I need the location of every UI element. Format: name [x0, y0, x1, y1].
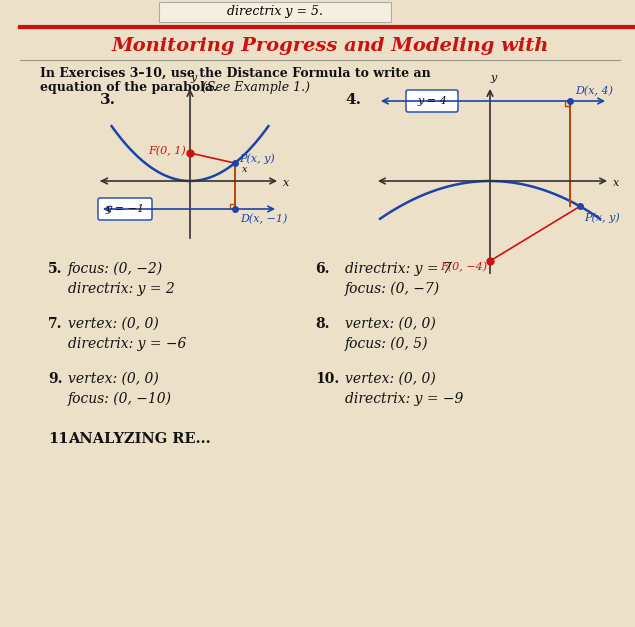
Text: vertex: (0, 0): vertex: (0, 0) — [345, 317, 436, 331]
FancyBboxPatch shape — [98, 198, 152, 220]
Text: 4.: 4. — [345, 93, 361, 107]
Text: In Exercises 3–10, use the Distance Formula to write an: In Exercises 3–10, use the Distance Form… — [40, 66, 431, 80]
Text: F(0, 1): F(0, 1) — [148, 146, 186, 156]
Text: 10.: 10. — [315, 372, 339, 386]
Text: (See Example 1.): (See Example 1.) — [198, 80, 310, 93]
Text: 11.: 11. — [48, 432, 74, 446]
Text: Monitoring Progress and Modeling with: Monitoring Progress and Modeling with — [111, 37, 549, 55]
Text: directrix: y = 7: directrix: y = 7 — [345, 262, 451, 276]
Text: F(0, −4): F(0, −4) — [440, 262, 487, 272]
Text: x: x — [242, 164, 247, 174]
Text: 7.: 7. — [48, 317, 62, 331]
Text: 8.: 8. — [315, 317, 330, 331]
Text: vertex: (0, 0): vertex: (0, 0) — [345, 372, 436, 386]
FancyBboxPatch shape — [159, 2, 391, 22]
Text: focus: (0, −10): focus: (0, −10) — [68, 392, 172, 406]
Text: equation of the parabola.: equation of the parabola. — [40, 80, 217, 93]
Text: P(x, y): P(x, y) — [584, 213, 620, 223]
Text: y: y — [491, 73, 497, 83]
Text: focus: (0, −7): focus: (0, −7) — [345, 282, 440, 297]
Text: vertex: (0, 0): vertex: (0, 0) — [68, 372, 159, 386]
Text: D(x, −1): D(x, −1) — [240, 214, 287, 224]
Text: 6.: 6. — [315, 262, 330, 276]
Text: 9.: 9. — [48, 372, 62, 386]
Text: y = 4: y = 4 — [417, 96, 447, 106]
Text: ANALYZING RE...: ANALYZING RE... — [68, 432, 211, 446]
Text: vertex: (0, 0): vertex: (0, 0) — [68, 317, 159, 331]
Text: directrix: y = −6: directrix: y = −6 — [68, 337, 187, 351]
FancyBboxPatch shape — [406, 90, 458, 112]
Text: y = −1: y = −1 — [105, 204, 145, 214]
Text: 5.: 5. — [48, 262, 62, 276]
Text: 3.: 3. — [100, 93, 116, 107]
Text: directrix: y = −9: directrix: y = −9 — [345, 392, 464, 406]
Text: focus: (0, −2): focus: (0, −2) — [68, 262, 163, 277]
Text: directrix y = 5.: directrix y = 5. — [227, 6, 323, 19]
Text: P(x, y): P(x, y) — [239, 154, 274, 164]
Text: directrix: y = 2: directrix: y = 2 — [68, 282, 175, 296]
Text: y: y — [191, 73, 197, 83]
Text: x: x — [613, 178, 619, 188]
Text: x: x — [283, 178, 290, 188]
Text: focus: (0, 5): focus: (0, 5) — [345, 337, 429, 351]
Text: D(x, 4): D(x, 4) — [575, 86, 613, 96]
